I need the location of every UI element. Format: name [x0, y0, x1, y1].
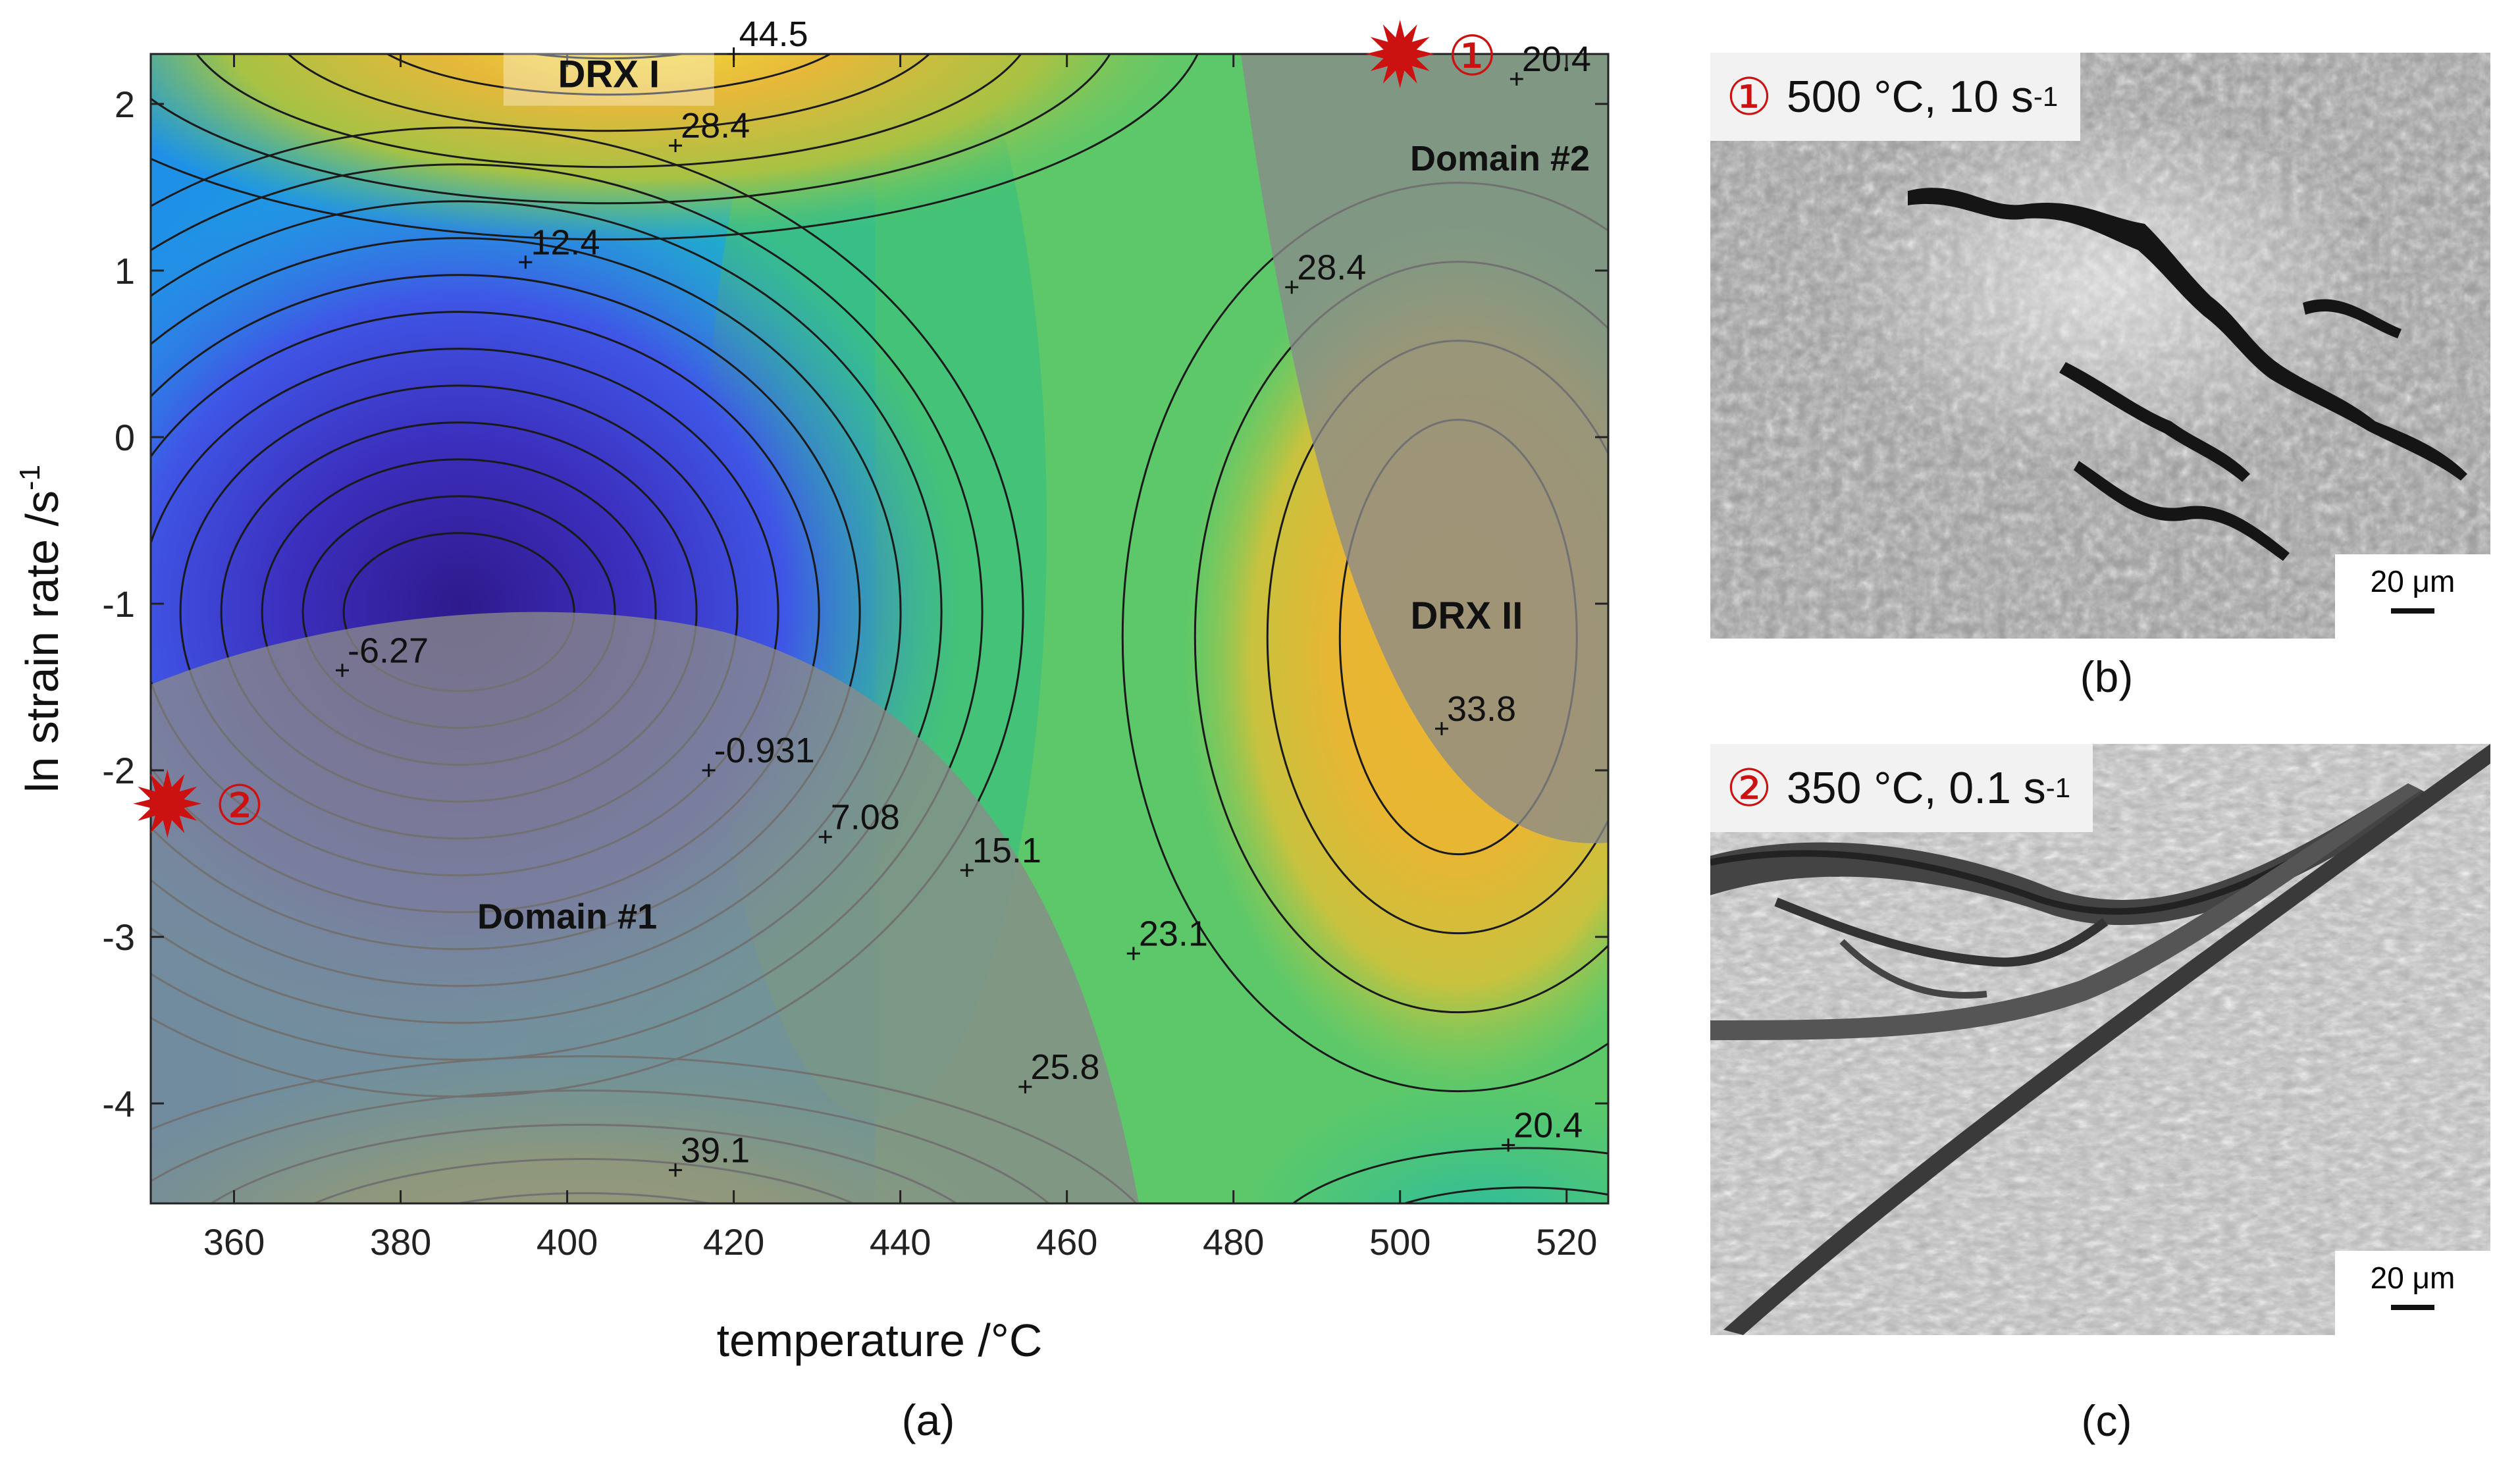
x-axis-label: temperature /°C — [717, 1315, 1043, 1366]
y-axis-label-main: ln strain rate /s — [16, 490, 68, 793]
y-tick-label: 1 — [115, 250, 135, 292]
contour-label-cross — [1285, 280, 1299, 294]
x-tick-label: 460 — [1036, 1221, 1097, 1263]
contour-label-cross — [1434, 722, 1448, 735]
scale-bar-c-text: 20 μm — [2370, 1261, 2455, 1295]
contour-label: 28.4 — [1297, 248, 1366, 287]
contour-label: 15.1 — [972, 831, 1041, 870]
contour-level-top-3 — [195, 54, 1022, 169]
scale-bar-b-text: 20 μm — [2370, 564, 2455, 598]
contour-label: 25.8 — [1030, 1047, 1099, 1087]
x-tick-label: 440 — [870, 1221, 931, 1263]
plot-frame — [149, 53, 1610, 1205]
contour-label-cross — [1018, 1080, 1032, 1093]
contour-label-cross — [1509, 72, 1523, 86]
contour-labels: 44.5 28.4 12.4 -6.27 -0.931 7.08 15.1 23.1 25.8 3… — [335, 14, 1591, 1177]
contour-label-cross — [727, 47, 741, 61]
contour-level-teal-1 — [1292, 1147, 1608, 1203]
contour-label-cross — [702, 764, 716, 777]
x-tick-label: 420 — [703, 1221, 764, 1263]
region-label: DRX II — [1411, 594, 1523, 637]
region-labels: DRX I DRX II Domain #1 Domain #2 — [477, 46, 1590, 936]
condition-c-main: 350 °C, 0.1 s — [1786, 763, 2046, 813]
contour-label: -0.931 — [714, 731, 815, 770]
x-tick-label: 520 — [1536, 1221, 1597, 1263]
x-axis: 360 380 400 420 440 460 480 500 520 — [203, 54, 1597, 1263]
scale-bar-c-line — [2391, 1305, 2434, 1310]
condition-label-b: ① 500 °C, 10 s -1 — [1710, 53, 2081, 141]
contour-label-cross — [1126, 947, 1140, 960]
contour-label: -6.27 — [348, 631, 429, 670]
shear-bands — [1710, 744, 2490, 1335]
contour-label: 23.1 — [1139, 914, 1208, 953]
region-label: Domain #1 — [477, 897, 657, 936]
y-axis-label-sup: -1 — [14, 465, 46, 490]
contour-level-top-5 — [151, 54, 1199, 241]
condition-b-sup: -1 — [2033, 81, 2059, 112]
y-tick-label: -3 — [102, 916, 135, 958]
x-tick-label: 500 — [1369, 1221, 1431, 1263]
marker-2-symbol: ② — [1726, 758, 1772, 817]
contour-level-top-0 — [528, 54, 690, 60]
region-label: Domain #2 — [1410, 139, 1590, 178]
caption-b: (b) — [2080, 652, 2134, 701]
contour-field — [151, 54, 1608, 1203]
contour-level-top-1 — [385, 54, 833, 96]
condition-b-main: 500 °C, 10 s — [1786, 72, 2034, 122]
y-tick-label: -1 — [102, 583, 135, 625]
x-tick-label: 480 — [1203, 1221, 1264, 1263]
condition-c-sup: -1 — [2045, 772, 2071, 803]
contour-label-cross — [519, 255, 533, 269]
marker-number: ① — [1448, 24, 1497, 88]
micrograph-b: ① 500 °C, 10 s -1 20 μm — [1710, 53, 2490, 639]
x-tick-label: 400 — [537, 1221, 598, 1263]
y-axis-label: ln strain rate /s-1 — [14, 465, 68, 793]
contour-label-cross — [669, 1163, 683, 1177]
y-tick-label: -4 — [102, 1083, 135, 1124]
drx-i-highlight — [503, 46, 714, 106]
condition-label-c: ② 350 °C, 0.1 s -1 — [1710, 744, 2093, 832]
contour-level-teal-0 — [1402, 1186, 1608, 1203]
contour-level-top-4 — [151, 54, 1111, 205]
y-tick-label: 0 — [115, 417, 135, 458]
micrograph-c: ② 350 °C, 0.1 s -1 20 μm — [1710, 744, 2490, 1335]
scale-bar-b: 20 μm — [2335, 554, 2490, 639]
condition-markers: ①② — [133, 20, 1497, 838]
contour-label-cross — [960, 863, 974, 877]
x-tick-label: 380 — [370, 1221, 431, 1263]
contour-label: 20.4 — [1522, 39, 1591, 79]
contour-label-cross — [818, 830, 832, 844]
crack-network — [1908, 188, 2467, 561]
contour-label-cross — [669, 139, 683, 153]
scale-bar-b-line — [2391, 608, 2434, 614]
marker-number: ② — [215, 774, 264, 838]
y-tick-label: -2 — [102, 750, 135, 791]
marker-1-symbol: ① — [1726, 67, 1772, 126]
marker-star — [133, 769, 202, 838]
micrograph-c-image — [1710, 744, 2490, 1335]
region-label: DRX I — [558, 53, 660, 96]
y-tick-label: 2 — [115, 84, 135, 125]
contour-label: 7.08 — [831, 797, 900, 837]
contour-label: 33.8 — [1447, 689, 1516, 729]
contour-label: 20.4 — [1513, 1105, 1583, 1145]
contour-label-cross — [335, 664, 349, 677]
marker-star — [1365, 20, 1434, 88]
contour-label-cross — [1502, 1138, 1515, 1152]
x-tick-label: 360 — [203, 1221, 265, 1263]
contour-level-top-2 — [286, 54, 931, 132]
caption-a: (a) — [902, 1396, 955, 1444]
scale-bar-c: 20 μm — [2335, 1251, 2490, 1335]
contour-label: 39.1 — [681, 1130, 750, 1170]
domain-2-overlay — [1241, 54, 1608, 843]
y-axis: 2 1 0 -1 -2 -3 -4 — [102, 84, 1608, 1124]
contour-label: 44.5 — [739, 14, 808, 54]
contour-label: 12.4 — [531, 223, 600, 262]
power-dissipation-map: 360 380 400 420 440 460 480 500 520 210-1-2-3-4 … — [14, 14, 1610, 1444]
caption-c: (c) — [2081, 1396, 2132, 1445]
contour-label: 28.4 — [681, 106, 750, 145]
micrograph-b-image — [1710, 53, 2490, 639]
domain-1-overlay — [151, 612, 1139, 1203]
